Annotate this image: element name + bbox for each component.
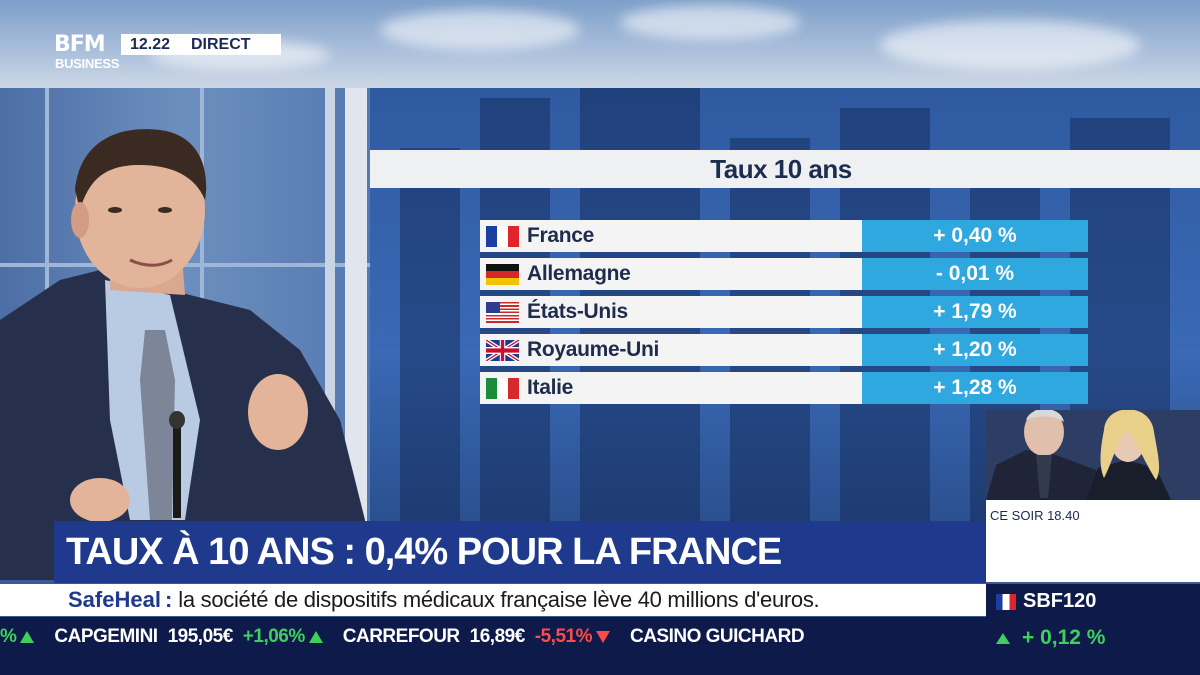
index-change: + 0,12 % bbox=[1022, 626, 1106, 649]
live-label: DIRECT bbox=[191, 35, 251, 53]
promo-inset-image bbox=[986, 410, 1200, 500]
headline-text: TAUX À 10 ANS : 0,4% POUR LA FRANCE bbox=[66, 530, 782, 573]
ticker-stock-change: -5,51% bbox=[534, 626, 593, 647]
headline-bar: TAUX À 10 ANS : 0,4% POUR LA FRANCE bbox=[54, 521, 986, 583]
rate-value: + 1,28 % bbox=[862, 372, 1088, 404]
rate-row-usa: États-Unis + 1,79 % bbox=[480, 296, 1088, 328]
up-arrow-icon bbox=[20, 631, 35, 643]
country-label: Italie bbox=[527, 376, 574, 399]
ticker-stock-price: 16,89€ bbox=[469, 626, 526, 647]
ticker-row: % CAPGEMINI 195,05€ +1,06% CARREFOUR 16,… bbox=[0, 625, 814, 649]
rate-value: - 0,01 % bbox=[862, 258, 1088, 290]
up-arrow-icon bbox=[996, 632, 1010, 644]
country-label: États-Unis bbox=[527, 300, 628, 323]
subline-text: la société de dispositifs médicaux franç… bbox=[178, 587, 820, 612]
subline-separator: : bbox=[164, 587, 173, 612]
ticker-stock-change: +1,06% bbox=[242, 626, 305, 647]
promo-caption-box: CE SOIR 18.40 bbox=[986, 500, 1200, 582]
usa-flag-icon bbox=[486, 301, 519, 323]
france-flag-icon bbox=[486, 225, 519, 247]
uk-flag-icon bbox=[486, 339, 519, 361]
italy-flag-icon bbox=[486, 377, 519, 399]
rates-table-title: Taux 10 ans bbox=[710, 154, 852, 184]
country-label: Royaume-Uni bbox=[527, 338, 660, 361]
promo-caption: CE SOIR 18.40 bbox=[990, 508, 1080, 523]
channel-logo: BFM BUSINESS bbox=[54, 34, 120, 76]
index-name: SBF120 bbox=[1023, 590, 1097, 612]
up-arrow-icon bbox=[308, 631, 323, 643]
ticker-lead-change: % bbox=[0, 626, 17, 647]
ticker-stock-price: 195,05€ bbox=[167, 626, 234, 647]
france-flag-icon bbox=[996, 593, 1016, 610]
down-arrow-icon bbox=[595, 631, 610, 643]
ticker-stock-name: CARREFOUR bbox=[342, 626, 460, 647]
stock-ticker: % CAPGEMINI 195,05€ +1,06% CARREFOUR 16,… bbox=[0, 617, 986, 675]
sky-background bbox=[0, 0, 1200, 90]
ticker-stock-name: CASINO GUICHARD bbox=[629, 626, 805, 647]
promo-people-image bbox=[986, 410, 1200, 500]
country-label: Allemagne bbox=[527, 262, 631, 285]
rate-value: + 0,40 % bbox=[862, 220, 1088, 252]
rate-row-uk: Royaume-Uni + 1,20 % bbox=[480, 334, 1088, 366]
country-label: France bbox=[527, 224, 595, 247]
rate-row-germany: Allemagne - 0,01 % bbox=[480, 258, 1088, 290]
logo-bfm: BFM bbox=[54, 32, 106, 57]
clock: 12.22 bbox=[130, 35, 171, 53]
rate-value: + 1,79 % bbox=[862, 296, 1088, 328]
live-indicator: 12.22 DIRECT bbox=[121, 34, 281, 55]
germany-flag-icon bbox=[486, 263, 519, 285]
rate-row-italy: Italie + 1,28 % bbox=[480, 372, 1088, 404]
rate-row-france: France + 0,40 % bbox=[480, 220, 1088, 252]
logo-business: BUSINESS bbox=[55, 56, 120, 71]
ticker-stock-name: CAPGEMINI bbox=[54, 626, 158, 647]
presenter-image bbox=[0, 129, 365, 580]
index-box: SBF120 + 0,12 % bbox=[986, 584, 1200, 675]
subline-bar: SafeHeal : la société de dispositifs méd… bbox=[0, 584, 986, 616]
rates-table-title-bar: Taux 10 ans bbox=[370, 150, 1200, 188]
subline-brand: SafeHeal bbox=[68, 587, 161, 612]
rate-value: + 1,20 % bbox=[862, 334, 1088, 366]
